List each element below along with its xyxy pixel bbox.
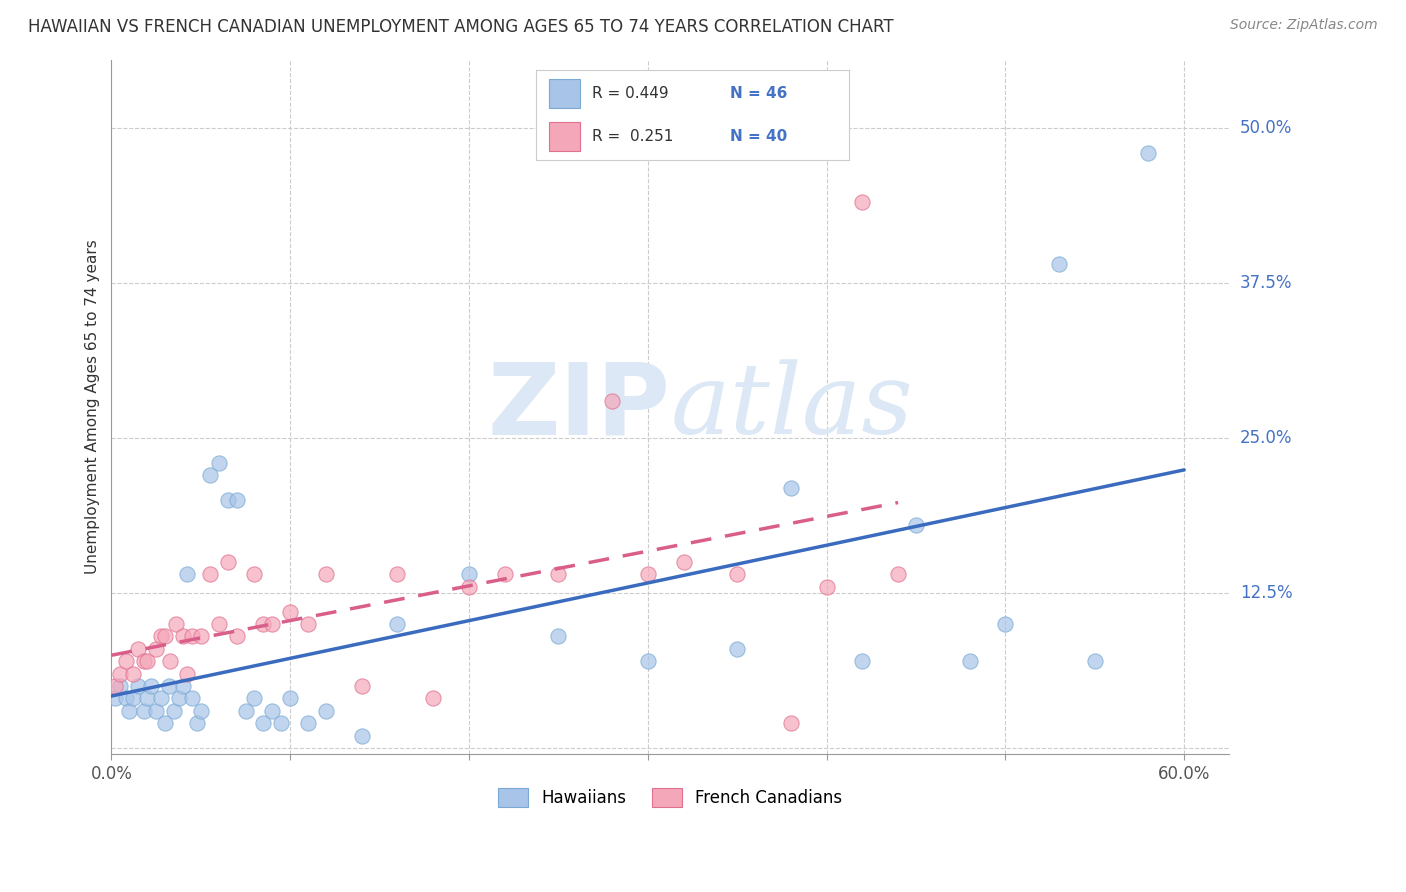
Point [422,691,444,706]
Point [637,567,659,582]
Point [225,629,247,643]
Point [145,704,167,718]
Point [262,704,284,718]
Point [190,629,212,643]
Point [136,691,159,706]
Point [270,716,292,731]
Legend: Hawaiians, French Canadians: Hawaiians, French Canadians [489,780,851,815]
Point [104,679,127,693]
Point [243,691,266,706]
Point [278,605,301,619]
Point [132,654,155,668]
Point [243,567,266,582]
Point [159,654,181,668]
Point [165,617,187,632]
Point [235,704,257,718]
Point [600,393,623,408]
Point [186,716,208,731]
Text: 25.0%: 25.0% [1240,429,1292,447]
Point [114,654,136,668]
Point [114,691,136,706]
Point [959,654,981,668]
Point [198,468,221,483]
Point [672,555,695,569]
Point [815,580,838,594]
Point [252,617,274,632]
Point [387,617,409,632]
Point [779,481,801,495]
Point [547,629,569,643]
Point [104,691,127,706]
Point [139,679,162,693]
Text: ZIP: ZIP [488,359,671,456]
Point [132,704,155,718]
Point [904,517,927,532]
Point [225,492,247,507]
Point [1137,145,1160,160]
Point [217,555,239,569]
Point [637,654,659,668]
Text: 50.0%: 50.0% [1240,119,1292,136]
Point [458,580,481,594]
Point [494,567,516,582]
Text: atlas: atlas [671,359,912,455]
Point [994,617,1017,632]
Point [725,641,748,656]
Point [157,679,180,693]
Point [163,704,186,718]
Point [127,641,149,656]
Point [118,704,141,718]
Point [725,567,748,582]
Point [851,654,873,668]
Text: Source: ZipAtlas.com: Source: ZipAtlas.com [1230,18,1378,32]
Point [387,567,409,582]
Point [208,617,231,632]
Point [278,691,301,706]
Text: 12.5%: 12.5% [1240,584,1292,602]
Point [153,629,176,643]
Point [851,195,873,210]
Point [262,617,284,632]
Point [458,567,481,582]
Point [172,679,194,693]
Point [153,716,176,731]
Text: HAWAIIAN VS FRENCH CANADIAN UNEMPLOYMENT AMONG AGES 65 TO 74 YEARS CORRELATION C: HAWAIIAN VS FRENCH CANADIAN UNEMPLOYMENT… [28,18,894,36]
Point [176,567,198,582]
Point [297,716,319,731]
Text: 37.5%: 37.5% [1240,274,1292,292]
Point [121,666,143,681]
Point [190,704,212,718]
Point [350,679,373,693]
Point [198,567,221,582]
Point [176,666,198,681]
Point [121,691,143,706]
Point [145,641,167,656]
Point [315,704,337,718]
Point [172,629,194,643]
Point [208,456,231,470]
Point [887,567,910,582]
Point [779,716,801,731]
Point [315,567,337,582]
Point [136,654,159,668]
Point [1084,654,1107,668]
Point [297,617,319,632]
Point [110,666,132,681]
Point [217,492,239,507]
Point [180,629,202,643]
Y-axis label: Unemployment Among Ages 65 to 74 years: Unemployment Among Ages 65 to 74 years [86,240,100,574]
Point [169,691,191,706]
Point [150,629,173,643]
Point [180,691,202,706]
Point [252,716,274,731]
Point [1047,257,1070,271]
Point [150,691,173,706]
Point [127,679,149,693]
Point [350,729,373,743]
Point [547,567,569,582]
Point [110,679,132,693]
